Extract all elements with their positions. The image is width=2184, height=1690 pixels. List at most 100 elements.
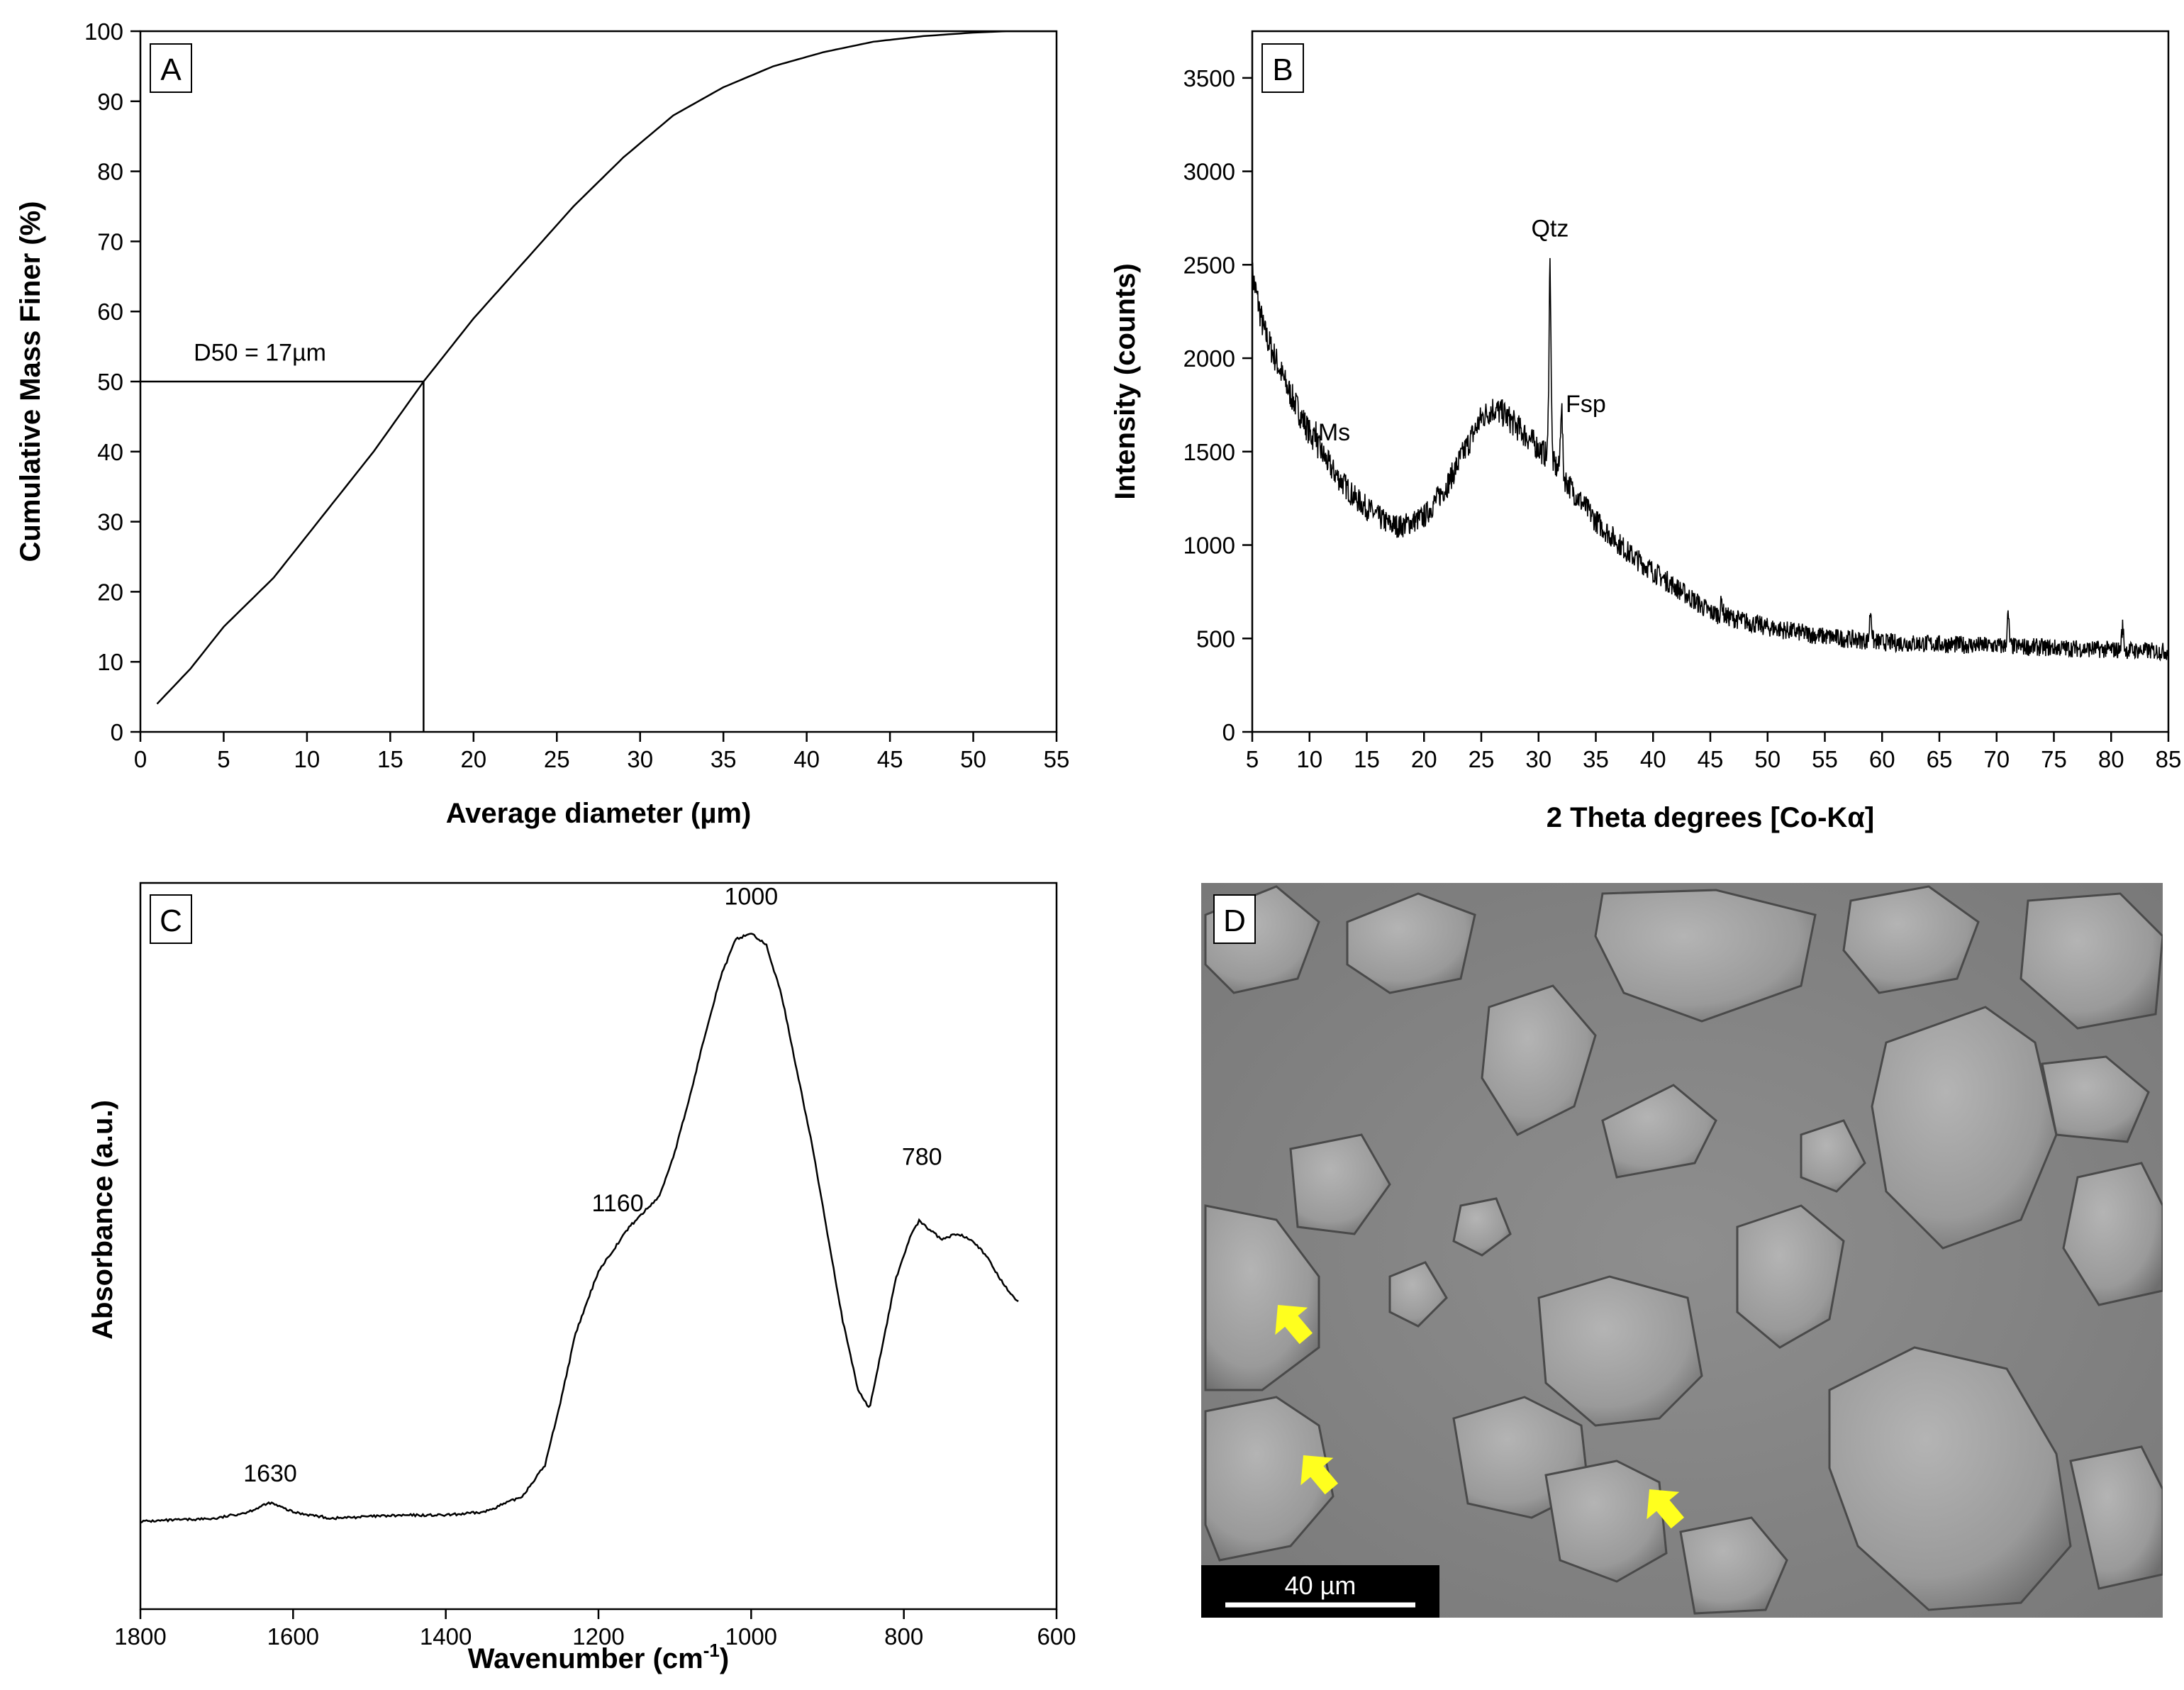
panel-c-x-tick-label: 1600 bbox=[267, 1623, 319, 1650]
panel-b-x-tick-label: 35 bbox=[1583, 746, 1609, 772]
panel-c-peak-label: 1000 bbox=[725, 884, 779, 911]
panel-b-y-tick-label: 3500 bbox=[1183, 65, 1235, 91]
panel-b-y-tick-label: 0 bbox=[1222, 719, 1235, 745]
panel-c-chart: 1800 1600 1400 1200 1000 800 600 1630 1160 1000 7… bbox=[87, 882, 1076, 1674]
panel-c-peak-label: 1160 bbox=[592, 1190, 644, 1217]
panel-b-y-tick-label: 1000 bbox=[1183, 533, 1235, 559]
panel-a-x-tick-label: 25 bbox=[544, 746, 570, 772]
panel-b-x-tick-label: 15 bbox=[1354, 746, 1380, 772]
panel-b-peak-label: Qtz bbox=[1531, 215, 1569, 242]
panel-c-peak-label: 780 bbox=[902, 1144, 942, 1171]
panel-b-x-tick-label: 20 bbox=[1411, 746, 1437, 772]
panel-a-y-tick-label: 40 bbox=[97, 439, 123, 465]
panel-b-x-tick-label: 65 bbox=[1927, 746, 1953, 772]
panel-a-x-tick-label: 30 bbox=[627, 746, 653, 772]
sem-particles bbox=[1204, 885, 2163, 1615]
panel-a-y-axis-label: Cumulative Mass Finer (%) bbox=[15, 201, 46, 562]
panel-b-x-tick-label: 60 bbox=[1869, 746, 1895, 772]
panel-a-y-tick-label: 20 bbox=[97, 579, 123, 605]
panel-c-x-tick-label: 1200 bbox=[572, 1623, 624, 1650]
panel-b-y-tick-label: 3000 bbox=[1183, 159, 1235, 185]
panel-a-y-tick-label: 50 bbox=[97, 369, 123, 395]
panel-c-y-axis-label: Absorbance (a.u.) bbox=[87, 1100, 118, 1340]
panel-b-x-tick-label: 80 bbox=[2098, 746, 2124, 772]
panel-a-x-tick-label: 50 bbox=[960, 746, 986, 772]
panel-b-x-tick-label: 85 bbox=[2156, 746, 2182, 772]
arrow-icon bbox=[1300, 1455, 1339, 1495]
panel-a-letter: A bbox=[160, 52, 182, 87]
panel-b-y-axis-label: Intensity (counts) bbox=[1110, 263, 1141, 499]
panel-a-x-tick-label: 20 bbox=[460, 746, 486, 772]
yellow-arrows bbox=[1275, 1305, 1685, 1529]
arrow-icon bbox=[1275, 1305, 1313, 1345]
panel-b-peak-labels: Ms Qtz Fsp bbox=[1318, 215, 1606, 446]
panel-b-x-tick-label: 40 bbox=[1640, 746, 1666, 772]
panel-b-letter-box bbox=[1261, 43, 1304, 93]
panel-b-x-tick-label: 50 bbox=[1754, 746, 1781, 772]
panel-b-x-tick-label: 25 bbox=[1469, 746, 1495, 772]
panel-a-curve bbox=[156, 31, 1057, 705]
panel-c-peak-labels: 1630 1160 1000 780 bbox=[243, 884, 942, 1487]
panel-a-x-tick-label: 5 bbox=[217, 746, 230, 772]
panel-b-peak-label: Fsp bbox=[1566, 391, 1606, 418]
panel-b-chart: 5 10 15 20 25 30 35 40 45 50 55 60 65 70 75 80 85 0 500 100… bbox=[1110, 30, 2182, 833]
panel-a-letter-box bbox=[150, 43, 192, 93]
panel-a-y-tick-label: 60 bbox=[97, 299, 123, 325]
panel-a-x-tick-label: 40 bbox=[793, 746, 820, 772]
panel-b-xrd-pattern bbox=[1252, 257, 2168, 662]
panel-a-y-tick-label: 100 bbox=[84, 18, 123, 45]
panel-a-x-tick-label: 10 bbox=[294, 746, 321, 772]
panel-a-x-axis-label: Average diameter (µm) bbox=[446, 798, 752, 829]
panel-d-sem-micrograph: 40 µm D bbox=[1201, 883, 2163, 1618]
panel-a-ticks: 0 5 10 15 20 25 30 35 40 45 50 55 0 10 20 30 40 50 60 70 80 9… bbox=[84, 18, 1069, 772]
panel-c-frame bbox=[139, 882, 1058, 1611]
scale-bar-label: 40 µm bbox=[1285, 1571, 1356, 1600]
panel-c-letter-box bbox=[150, 894, 192, 944]
panel-c-x-tick-label: 1400 bbox=[420, 1623, 472, 1650]
panel-b-y-tick-label: 1500 bbox=[1183, 439, 1235, 465]
panel-b-x-tick-label: 5 bbox=[1246, 746, 1259, 772]
panel-b-y-tick-label: 2500 bbox=[1183, 252, 1235, 278]
panel-c-x-tick-label: 600 bbox=[1037, 1623, 1076, 1650]
panel-b-y-tick-label: 2000 bbox=[1183, 345, 1235, 372]
panel-d-letter: D bbox=[1223, 904, 1246, 938]
panel-b-x-axis-label: 2 Theta degrees [Co-Kα] bbox=[1547, 802, 1874, 833]
panel-b-frame bbox=[1251, 30, 2170, 733]
panel-b-peak-label: Ms bbox=[1318, 419, 1350, 446]
panel-a-x-tick-label: 0 bbox=[134, 746, 147, 772]
panel-c-x-axis-label: Wavenumber (cm-1) bbox=[468, 1640, 729, 1674]
panel-c-ticks: 1800 1600 1400 1200 1000 800 600 bbox=[114, 1609, 1076, 1650]
panel-a-d50-guide bbox=[140, 380, 425, 732]
panel-c-x-tick-label: 800 bbox=[884, 1623, 923, 1650]
panel-a-y-tick-label: 10 bbox=[97, 649, 123, 675]
panel-a-x-tick-label: 15 bbox=[377, 746, 403, 772]
panel-d-letter-box bbox=[1213, 894, 1256, 944]
panel-a-chart: 0 5 10 15 20 25 30 35 40 45 50 55 0 10 20 30 40 50 60 70 80 9… bbox=[15, 18, 1069, 829]
panel-c-letter: C bbox=[160, 904, 182, 938]
panel-a-x-tick-label: 35 bbox=[711, 746, 737, 772]
panel-c-x-tick-label: 1800 bbox=[114, 1623, 166, 1650]
panel-b-x-tick-label: 45 bbox=[1698, 746, 1724, 772]
panel-b-x-tick-label: 30 bbox=[1525, 746, 1551, 772]
panel-b-x-tick-label: 75 bbox=[2041, 746, 2067, 772]
panel-a-y-tick-label: 80 bbox=[97, 159, 123, 185]
panel-a-x-tick-label: 55 bbox=[1044, 746, 1070, 772]
panel-a-d50-label: D50 = 17µm bbox=[194, 339, 326, 366]
panel-b-ticks: 5 10 15 20 25 30 35 40 45 50 55 60 65 70 75 80 85 0 500 100… bbox=[1183, 65, 2182, 772]
panel-b-x-tick-label: 55 bbox=[1812, 746, 1838, 772]
panel-c-x-tick-label: 1000 bbox=[725, 1623, 777, 1650]
panel-b-x-tick-label: 10 bbox=[1296, 746, 1322, 772]
panel-a-y-tick-label: 30 bbox=[97, 509, 123, 535]
panel-b-letter: B bbox=[1272, 52, 1293, 87]
panel-b-y-tick-label: 500 bbox=[1196, 626, 1235, 652]
panel-a-y-tick-label: 0 bbox=[111, 719, 123, 745]
arrow-icon bbox=[1647, 1489, 1685, 1529]
panel-c-peak-label: 1630 bbox=[243, 1460, 297, 1487]
panel-b-x-tick-label: 70 bbox=[1983, 746, 2010, 772]
panel-a-x-tick-label: 45 bbox=[877, 746, 903, 772]
panel-c-ftir-spectrum bbox=[140, 933, 1019, 1524]
panel-a-y-tick-label: 90 bbox=[97, 89, 123, 115]
panel-a-y-tick-label: 70 bbox=[97, 228, 123, 255]
scale-bar-box bbox=[1201, 1565, 1439, 1618]
